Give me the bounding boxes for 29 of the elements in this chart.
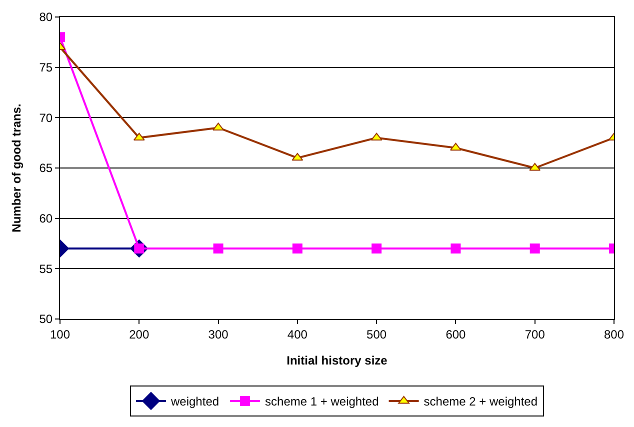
y-tick-label: 65	[39, 161, 53, 176]
y-tick-label: 80	[39, 10, 53, 24]
x-tick-label: 300	[208, 327, 229, 342]
point	[530, 244, 540, 254]
x-tick-label: 700	[524, 327, 546, 342]
x-axis-title: Initial history size	[286, 353, 388, 368]
legend-label: weighted	[170, 394, 220, 409]
point	[372, 244, 382, 254]
point	[450, 244, 461, 254]
y-tick-label: 60	[39, 212, 53, 226]
x-tick-label: 100	[50, 327, 70, 342]
point	[292, 244, 302, 254]
legend-label: scheme 2 + weighted	[424, 394, 538, 409]
y-tick-label: 75	[39, 60, 53, 75]
x-tick-label: 600	[446, 327, 466, 342]
point	[292, 152, 304, 161]
point	[370, 132, 382, 141]
point	[213, 244, 224, 254]
y-tick-label: 70	[39, 110, 53, 125]
x-tick-label: 800	[604, 327, 624, 342]
x-tick-label: 400	[287, 327, 308, 342]
legend-label: scheme 1 + weighted	[265, 394, 379, 409]
point	[133, 132, 145, 141]
point	[450, 142, 462, 151]
y-tick-label: 55	[39, 262, 53, 276]
y-axis-title: Number of good trans.	[10, 104, 24, 232]
x-tick-label: 200	[129, 327, 150, 342]
y-tick-label: 50	[39, 312, 53, 326]
x-tick-label: 500	[366, 327, 387, 342]
